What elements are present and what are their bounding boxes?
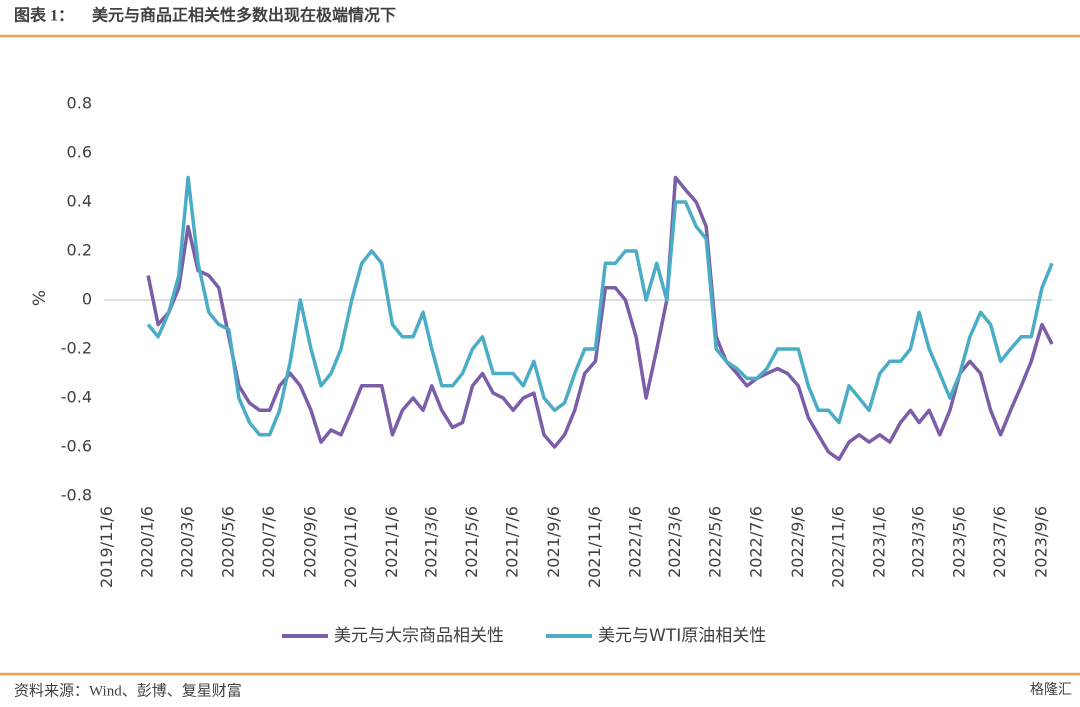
x-tick-label: 2020/9/6 — [300, 506, 319, 578]
legend-label: 美元与WTI原油相关性 — [598, 626, 766, 646]
x-tick-label: 2021/7/6 — [503, 506, 522, 578]
x-tick-label: 2023/7/6 — [990, 506, 1009, 578]
x-tick-label: 2021/1/6 — [382, 506, 401, 578]
figure-label: 图表 1： — [14, 6, 74, 25]
x-tick-label: 2020/1/6 — [138, 506, 157, 578]
y-tick-label: -0.6 — [61, 437, 92, 456]
y-tick-label: -0.4 — [61, 388, 92, 407]
figure-title: 美元与商品正相关性多数出现在极端情况下 — [92, 6, 396, 25]
y-tick-label: 0 — [82, 290, 92, 309]
x-tick-label: 2021/5/6 — [462, 506, 481, 578]
x-tick-label: 2022/1/6 — [626, 506, 645, 578]
x-tick-label: 2021/9/6 — [544, 506, 563, 578]
x-tick-label: 2022/3/6 — [665, 506, 684, 578]
x-tick-label: 2022/5/6 — [706, 506, 725, 578]
watermark: 格隆汇 — [1030, 682, 1072, 698]
series-line — [146, 175, 1054, 462]
x-tick-label: 2021/3/6 — [421, 506, 440, 578]
x-tick-label: 2021/11/6 — [585, 506, 604, 588]
x-tick-label: 2022/7/6 — [746, 506, 765, 578]
y-tick-label: 0.2 — [67, 241, 92, 260]
x-tick-label: 2022/9/6 — [788, 506, 807, 578]
x-tick-label: 2020/11/6 — [341, 506, 360, 588]
y-tick-label: 0.4 — [67, 192, 92, 211]
x-tick-label: 2020/3/6 — [178, 506, 197, 578]
y-tick-label: -0.8 — [61, 486, 92, 505]
source-note: 资料来源：Wind、彭博、复星财富 — [14, 681, 242, 699]
x-tick-label: 2020/5/6 — [218, 506, 237, 578]
y-tick-label: -0.2 — [61, 339, 92, 358]
y-tick-label: 0.8 — [67, 94, 92, 113]
x-tick-label: 2020/7/6 — [259, 506, 278, 578]
legend-label: 美元与大宗商品相关性 — [334, 626, 504, 646]
x-tick-label: 2023/5/6 — [949, 506, 968, 578]
y-tick-label: 0.6 — [67, 143, 92, 162]
x-tick-label: 2023/1/6 — [869, 506, 888, 578]
x-tick-label: 2023/3/6 — [909, 506, 928, 578]
y-axis-label: % — [30, 290, 50, 306]
x-tick-label: 2023/9/6 — [1031, 506, 1050, 578]
x-tick-label: 2022/11/6 — [829, 506, 848, 588]
series-line — [146, 175, 1054, 437]
x-tick-label: 2019/11/6 — [97, 506, 116, 588]
